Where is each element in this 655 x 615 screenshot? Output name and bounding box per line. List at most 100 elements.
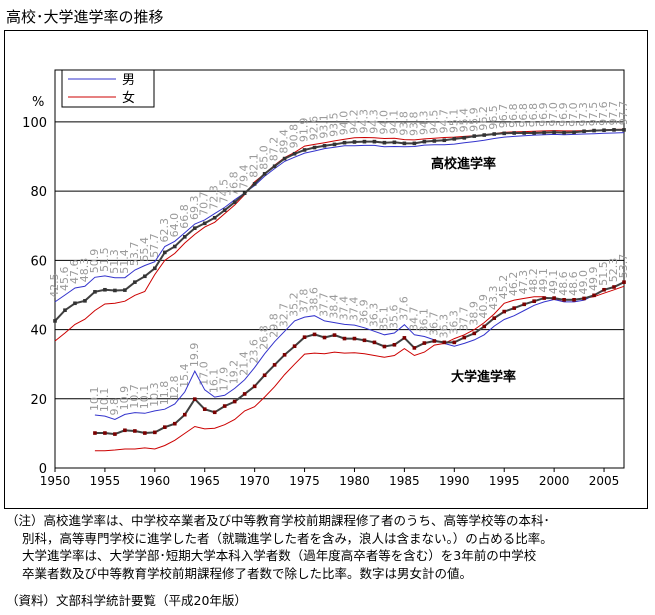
- high-school-total-marker: [572, 130, 576, 135]
- y-tick-label: 60: [30, 254, 47, 269]
- y-tick-label: 40: [30, 324, 47, 339]
- high-school-value-label: 66.8: [178, 204, 191, 229]
- high-school-total-marker: [322, 143, 327, 148]
- high-school-total-marker: [582, 129, 586, 134]
- high-school-total-marker: [382, 140, 387, 145]
- high-school-female-line: [54, 128, 625, 342]
- high-school-total-marker: [192, 226, 197, 230]
- high-school-value-label: 55.4: [138, 237, 151, 261]
- university-value-label: 37.8: [298, 289, 311, 314]
- high-school-total-marker: [252, 182, 257, 186]
- university-total-marker: [412, 346, 417, 350]
- university-total-marker: [342, 336, 347, 341]
- university-total-marker: [552, 296, 556, 300]
- high-school-total-marker: [282, 156, 287, 161]
- high-school-total-marker: [262, 172, 267, 176]
- high-school-value-label: 95.9: [467, 107, 480, 132]
- high-school-total-marker: [212, 215, 217, 220]
- university-value-label: 40.9: [477, 294, 490, 319]
- university-total-marker: [442, 340, 447, 345]
- university-value-label: 9.8: [108, 398, 121, 416]
- university-total-marker: [532, 299, 536, 303]
- high-school-total-marker: [602, 128, 606, 133]
- series-markers: [53, 128, 626, 436]
- high-school-value-label: 94.0: [377, 110, 390, 135]
- high-school-value-label: 76.8: [228, 171, 241, 196]
- high-school-total-marker: [73, 301, 77, 306]
- high-school-total-marker: [202, 221, 207, 226]
- university-value-label: 37.4: [337, 296, 350, 321]
- university-total-marker: [472, 331, 477, 336]
- annotation-university: 大学進学率: [451, 369, 516, 385]
- university-value-label: 37.6: [397, 296, 410, 321]
- university-total-marker: [133, 429, 137, 433]
- high-school-total-marker: [472, 134, 477, 138]
- x-tick-label: 1950: [40, 474, 71, 488]
- legend-box: [61, 69, 155, 108]
- high-school-total-marker: [592, 128, 596, 133]
- university-value-label: 10.9: [118, 386, 131, 411]
- plot-area: [54, 69, 625, 469]
- high-school-value-label: 85.0: [258, 145, 271, 170]
- high-school-value-label: 87.2: [268, 137, 281, 162]
- university-total-marker: [582, 296, 586, 301]
- high-school-total-marker: [103, 287, 107, 292]
- high-school-total-marker: [163, 250, 167, 255]
- university-total-marker: [312, 332, 317, 337]
- high-school-value-label: 94.7: [437, 109, 450, 134]
- university-male-line: [94, 282, 625, 421]
- university-value-label: 26.8: [258, 325, 271, 350]
- high-school-value-label: 70.7: [198, 191, 211, 216]
- university-value-label: 10.7: [128, 384, 141, 409]
- high-school-value-label: 50.9: [88, 249, 101, 274]
- high-school-total-marker: [272, 164, 277, 169]
- y-tick-label: 80: [30, 185, 47, 200]
- high-school-total-marker: [562, 130, 566, 135]
- y-unit-label: %: [32, 95, 44, 110]
- x-tick-label: 1970: [239, 474, 270, 488]
- university-value-label: 17.0: [198, 361, 211, 386]
- university-total-marker: [402, 336, 407, 340]
- university-value-label: 32.7: [278, 303, 291, 328]
- high-school-male-line: [54, 132, 625, 303]
- university-total-marker: [282, 353, 287, 357]
- high-school-value-label: 57.7: [148, 233, 161, 258]
- high-school-total-marker: [552, 130, 556, 135]
- university-value-label: 38.4: [328, 294, 341, 319]
- high-school-value-label: 97.0: [547, 102, 560, 127]
- source-note: （資料）文部科学統計要覧（平成20年版）: [6, 593, 247, 608]
- high-school-value-label: 93.5: [328, 112, 341, 136]
- high-school-total-marker: [512, 131, 516, 135]
- high-school-total-marker: [143, 274, 147, 279]
- footnote-line: 卒業者数及び中等教育学校前期課程修了者数で除した比率。数字は男女計の値。: [22, 565, 473, 581]
- university-total-marker: [432, 339, 437, 343]
- university-value-label: 29.8: [268, 313, 281, 338]
- high-school-value-label: 96.2: [477, 106, 490, 131]
- university-total-marker: [302, 335, 307, 339]
- high-school-value-label: 79.4: [238, 164, 251, 189]
- high-school-total-line: [54, 128, 624, 322]
- x-tick-label: 2005: [589, 474, 620, 488]
- university-value-label: 23.6: [248, 339, 261, 364]
- x-tick-label: 1995: [489, 474, 520, 488]
- university-value-label: 45.2: [497, 275, 510, 300]
- university-total-marker: [522, 302, 526, 307]
- footnote: （注）高校進学率は、中学校卒業者及び中等教育学校前期課程修了者のうち、高等学校等…: [6, 512, 646, 582]
- high-school-total-marker: [452, 137, 457, 141]
- high-school-total-marker: [532, 131, 536, 135]
- university-value-label: 46.2: [507, 272, 520, 297]
- university-value-label: 10.3: [148, 382, 161, 407]
- x-tick-label: 1965: [189, 474, 220, 488]
- high-school-value-label: 96.8: [507, 103, 520, 128]
- high-school-total-marker: [392, 140, 397, 145]
- high-school-value-label: 94.3: [357, 109, 370, 134]
- high-school-total-marker: [153, 266, 157, 271]
- university-total-marker: [192, 397, 197, 401]
- high-school-value-label: 48.3: [78, 258, 91, 283]
- high-school-total-marker: [502, 131, 507, 136]
- university-total-marker: [232, 399, 237, 404]
- high-school-value-label: 93.8: [407, 111, 420, 135]
- university-value-label: 36.3: [367, 303, 380, 328]
- high-school-total-marker: [172, 244, 177, 249]
- university-value-label: 36.7: [427, 311, 440, 336]
